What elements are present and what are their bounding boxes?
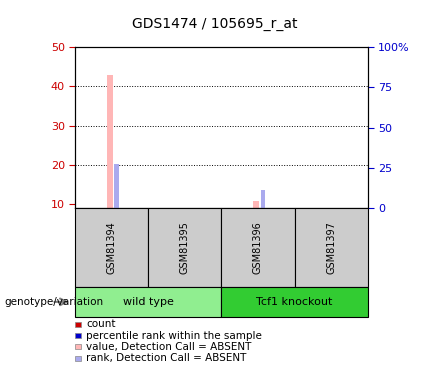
Text: value, Detection Call = ABSENT: value, Detection Call = ABSENT bbox=[86, 342, 252, 352]
Text: GSM81394: GSM81394 bbox=[107, 221, 117, 274]
Bar bbox=[114, 164, 119, 208]
Text: wild type: wild type bbox=[123, 297, 174, 307]
Text: GDS1474 / 105695_r_at: GDS1474 / 105695_r_at bbox=[132, 17, 298, 31]
Text: Tcf1 knockout: Tcf1 knockout bbox=[256, 297, 333, 307]
Text: GSM81395: GSM81395 bbox=[180, 221, 190, 274]
Text: count: count bbox=[86, 320, 116, 329]
Text: percentile rank within the sample: percentile rank within the sample bbox=[86, 331, 262, 340]
Text: rank, Detection Call = ABSENT: rank, Detection Call = ABSENT bbox=[86, 353, 246, 363]
Text: GSM81396: GSM81396 bbox=[253, 221, 263, 274]
Text: GSM81397: GSM81397 bbox=[326, 221, 336, 274]
Bar bbox=[261, 190, 265, 208]
Text: genotype/variation: genotype/variation bbox=[4, 297, 104, 307]
Bar bbox=[253, 201, 259, 208]
Bar bbox=[107, 75, 113, 208]
